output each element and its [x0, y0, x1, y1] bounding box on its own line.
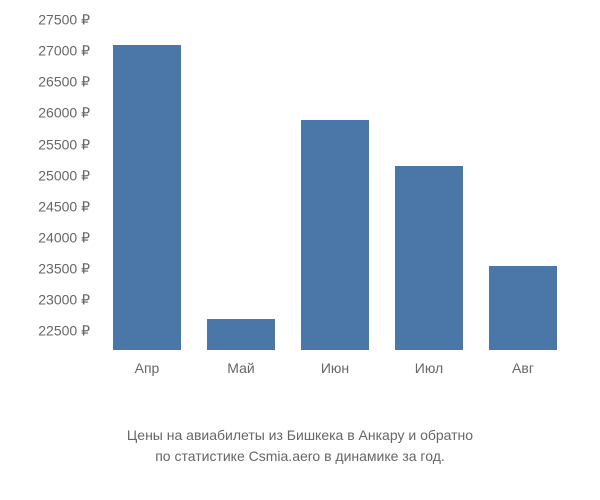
y-tick-label: 27500 ₽ — [0, 12, 90, 29]
bar-wrapper — [100, 20, 194, 350]
chart-caption: Цены на авиабилеты из Бишкека в Анкару и… — [0, 425, 600, 467]
x-tick-label: Июл — [382, 360, 476, 376]
y-tick-label: 26500 ₽ — [0, 74, 90, 91]
bar — [301, 120, 369, 350]
y-tick-label: 24000 ₽ — [0, 229, 90, 246]
y-axis: 22500 ₽ 23000 ₽ 23500 ₽ 24000 ₽ 24500 ₽ 25000… — [0, 20, 90, 350]
bar — [113, 45, 181, 350]
bar — [207, 319, 275, 350]
x-axis: АпрМайИюнИюлАвг — [100, 360, 570, 376]
x-tick-label: Авг — [476, 360, 570, 376]
x-tick-label: Апр — [100, 360, 194, 376]
chart-container: 22500 ₽ 23000 ₽ 23500 ₽ 24000 ₽ 24500 ₽ 25000… — [0, 0, 600, 400]
caption-line1: Цены на авиабилеты из Бишкека в Анкару и… — [127, 427, 473, 443]
y-tick-label: 23000 ₽ — [0, 292, 90, 309]
x-tick-label: Май — [194, 360, 288, 376]
plot-area: 22500 ₽23000 ₽23500 ₽24000 ₽24500 ₽25000… — [100, 20, 570, 350]
bar-wrapper — [476, 20, 570, 350]
y-tick-label: 23500 ₽ — [0, 261, 90, 278]
y-tick-label: 25000 ₽ — [0, 167, 90, 184]
bar-wrapper — [288, 20, 382, 350]
x-tick-label: Июн — [288, 360, 382, 376]
bar — [489, 266, 557, 350]
y-tick-label: 24500 ₽ — [0, 198, 90, 215]
bar — [395, 166, 463, 350]
y-tick-label: 26000 ₽ — [0, 105, 90, 122]
bar-wrapper — [194, 20, 288, 350]
bar-wrapper — [382, 20, 476, 350]
y-tick-label: 22500 ₽ — [0, 323, 90, 340]
bars-group — [100, 20, 570, 350]
caption-line2: по статистике Csmia.aero в динамике за г… — [155, 448, 445, 464]
y-tick-label: 25500 ₽ — [0, 136, 90, 153]
y-tick-label: 27000 ₽ — [0, 43, 90, 60]
